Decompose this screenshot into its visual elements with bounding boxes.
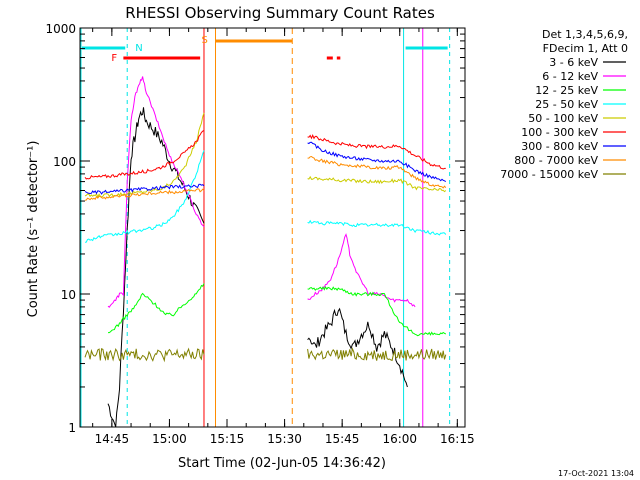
annotation-label: N (135, 43, 142, 54)
plot-frame (79, 27, 466, 428)
y-tick-label: 100 (53, 155, 76, 169)
series-group (84, 76, 447, 428)
legend-label: 300 - 800 keV (521, 140, 598, 153)
series-100-300keV (84, 129, 446, 180)
series-800-7000keV (84, 155, 447, 201)
x-axis-label: Start Time (02-Jun-05 14:36:42) (178, 456, 386, 471)
series-line (84, 129, 205, 180)
series-25-50keV (84, 150, 447, 243)
legend-label: 50 - 100 keV (528, 112, 598, 125)
series-50-100keV (84, 112, 447, 199)
series-line (307, 219, 447, 236)
series-line (307, 233, 416, 308)
series-7000-15000keV (84, 347, 447, 363)
legend-header: FDecim 1, Att 0 (543, 42, 628, 55)
legend-label: 12 - 25 keV (535, 84, 598, 97)
legend-label: 6 - 12 keV (542, 70, 598, 83)
series-300-800keV (84, 141, 447, 195)
series-line (307, 285, 447, 337)
series-line (307, 307, 408, 388)
y-tick-label: 1 (68, 421, 76, 435)
series-line (108, 283, 205, 334)
annotation-label: F (111, 53, 117, 64)
series-6-12keV (107, 76, 416, 308)
legend-label: 800 - 7000 keV (514, 154, 598, 167)
series-line (84, 112, 205, 199)
y-tick-label: 10 (61, 288, 76, 302)
x-tick-label: 15:45 (325, 432, 360, 446)
legend-label: 25 - 50 keV (535, 98, 598, 111)
x-tick-label: 16:15 (440, 432, 475, 446)
legend-label: 3 - 6 keV (549, 56, 598, 69)
x-tick-label: 14:45 (95, 432, 130, 446)
y-tick-label: 1000 (45, 22, 76, 36)
series-line (307, 347, 447, 362)
series-line (307, 141, 447, 183)
x-tick-label: 15:15 (210, 432, 245, 446)
annotation-label: S (201, 35, 207, 46)
series-line (84, 150, 205, 243)
x-tick-label: 15:00 (152, 432, 187, 446)
axes: 14:45 15:00 15:15 15:30 15:45 16:00 16:15 1 10 10… (45, 22, 474, 446)
series-line (84, 183, 205, 195)
series-3-6keV (107, 107, 408, 428)
x-tick-label: 15:30 (267, 432, 302, 446)
plot-background: N F S (80, 28, 451, 427)
series-line (107, 107, 205, 428)
legend: Det 1,3,4,5,6,9,FDecim 1, Att 03 - 6 keV… (500, 28, 628, 181)
series-line (84, 188, 205, 201)
legend-label: 7000 - 15000 keV (500, 168, 598, 181)
footer-timestamp: 17-Oct-2021 13:04 (558, 469, 634, 478)
chart-title: RHESSI Observing Summary Count Rates (125, 4, 435, 22)
series-line (307, 134, 446, 170)
y-axis-label: Count Rate (s⁻¹ detector⁻¹) (26, 141, 41, 318)
x-tick-label: 16:00 (382, 432, 417, 446)
series-12-25keV (108, 283, 447, 337)
legend-header: Det 1,3,4,5,6,9, (542, 28, 628, 41)
series-line (84, 347, 205, 363)
legend-label: 100 - 300 keV (521, 126, 598, 139)
series-line (307, 155, 447, 189)
series-line (307, 175, 447, 193)
